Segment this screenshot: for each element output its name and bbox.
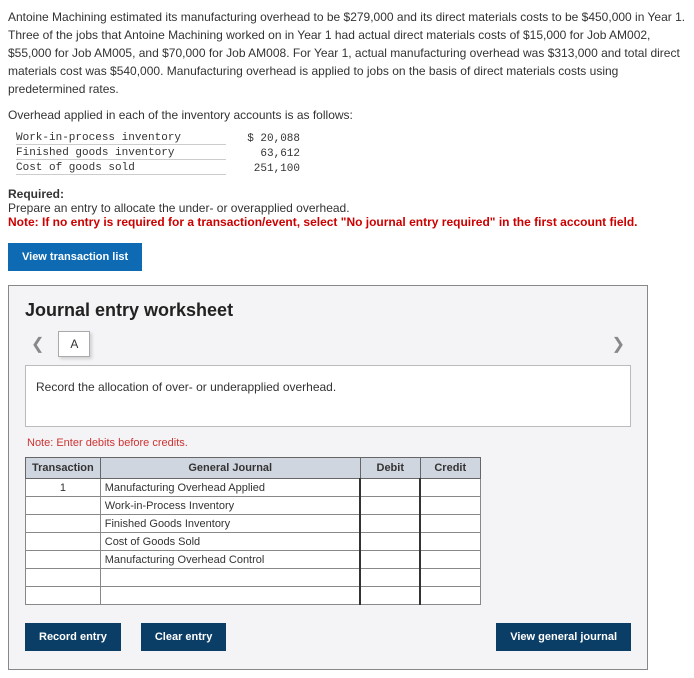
tab-a[interactable]: A: [58, 331, 90, 357]
debit-cell[interactable]: [360, 515, 420, 533]
debit-cell[interactable]: [360, 497, 420, 515]
debit-cell[interactable]: [360, 587, 420, 605]
col-general-journal: General Journal: [100, 458, 360, 479]
debit-cell[interactable]: [360, 569, 420, 587]
table-row: Cost of goods sold 251,100: [16, 162, 308, 175]
oh-value: $ 20,088: [228, 132, 308, 145]
oh-value: 63,612: [228, 147, 308, 160]
txn-cell: [26, 569, 101, 587]
entry-instruction: Record the allocation of over- or undera…: [25, 365, 631, 427]
note-red: Note: If no entry is required for a tran…: [8, 215, 686, 229]
overhead-applied-table: Work-in-process inventory $ 20,088 Finis…: [14, 130, 310, 177]
credit-cell[interactable]: [420, 587, 480, 605]
table-row: Manufacturing Overhead Control: [26, 551, 481, 569]
account-cell[interactable]: Cost of Goods Sold: [100, 533, 360, 551]
oh-label: Work-in-process inventory: [16, 132, 226, 145]
record-entry-button[interactable]: Record entry: [25, 623, 121, 651]
account-cell[interactable]: [100, 569, 360, 587]
table-row: [26, 569, 481, 587]
txn-cell: [26, 587, 101, 605]
table-row: Work-in-process inventory $ 20,088: [16, 132, 308, 145]
table-row: Cost of Goods Sold: [26, 533, 481, 551]
account-cell[interactable]: Finished Goods Inventory: [100, 515, 360, 533]
txn-cell: [26, 497, 101, 515]
view-transaction-list-button[interactable]: View transaction list: [8, 243, 142, 271]
credit-cell[interactable]: [420, 497, 480, 515]
table-row: [26, 587, 481, 605]
table-row: 1 Manufacturing Overhead Applied: [26, 479, 481, 497]
prev-entry-button[interactable]: ❮: [25, 332, 50, 356]
table-row: Finished Goods Inventory: [26, 515, 481, 533]
required-text: Prepare an entry to allocate the under- …: [8, 201, 686, 215]
account-cell[interactable]: Manufacturing Overhead Control: [100, 551, 360, 569]
credit-cell[interactable]: [420, 551, 480, 569]
col-debit: Debit: [360, 458, 420, 479]
account-cell[interactable]: [100, 587, 360, 605]
account-cell[interactable]: Manufacturing Overhead Applied: [100, 479, 360, 497]
account-cell[interactable]: Work-in-Process Inventory: [100, 497, 360, 515]
txn-cell: [26, 551, 101, 569]
journal-entry-panel: Journal entry worksheet ❮ A ❯ Record the…: [8, 285, 648, 670]
problem-paragraph: Antoine Machining estimated its manufact…: [8, 8, 686, 98]
clear-entry-button[interactable]: Clear entry: [141, 623, 226, 651]
debit-cell[interactable]: [360, 533, 420, 551]
oh-label: Finished goods inventory: [16, 147, 226, 160]
worksheet-title: Journal entry worksheet: [25, 300, 631, 321]
overhead-heading: Overhead applied in each of the inventor…: [8, 108, 686, 122]
credit-cell[interactable]: [420, 569, 480, 587]
col-credit: Credit: [420, 458, 480, 479]
general-journal-table: Transaction General Journal Debit Credit…: [25, 457, 481, 605]
credit-cell[interactable]: [420, 533, 480, 551]
table-row: Finished goods inventory 63,612: [16, 147, 308, 160]
debits-before-credits-note: Note: Enter debits before credits.: [27, 437, 631, 449]
table-row: Work-in-Process Inventory: [26, 497, 481, 515]
credit-cell[interactable]: [420, 479, 480, 497]
oh-value: 251,100: [228, 162, 308, 175]
next-entry-button[interactable]: ❯: [606, 332, 631, 356]
required-heading: Required:: [8, 187, 686, 201]
debit-cell[interactable]: [360, 479, 420, 497]
debit-cell[interactable]: [360, 551, 420, 569]
credit-cell[interactable]: [420, 515, 480, 533]
col-transaction: Transaction: [26, 458, 101, 479]
txn-cell: 1: [26, 479, 101, 497]
view-general-journal-button[interactable]: View general journal: [496, 623, 631, 651]
txn-cell: [26, 533, 101, 551]
oh-label: Cost of goods sold: [16, 162, 226, 175]
txn-cell: [26, 515, 101, 533]
